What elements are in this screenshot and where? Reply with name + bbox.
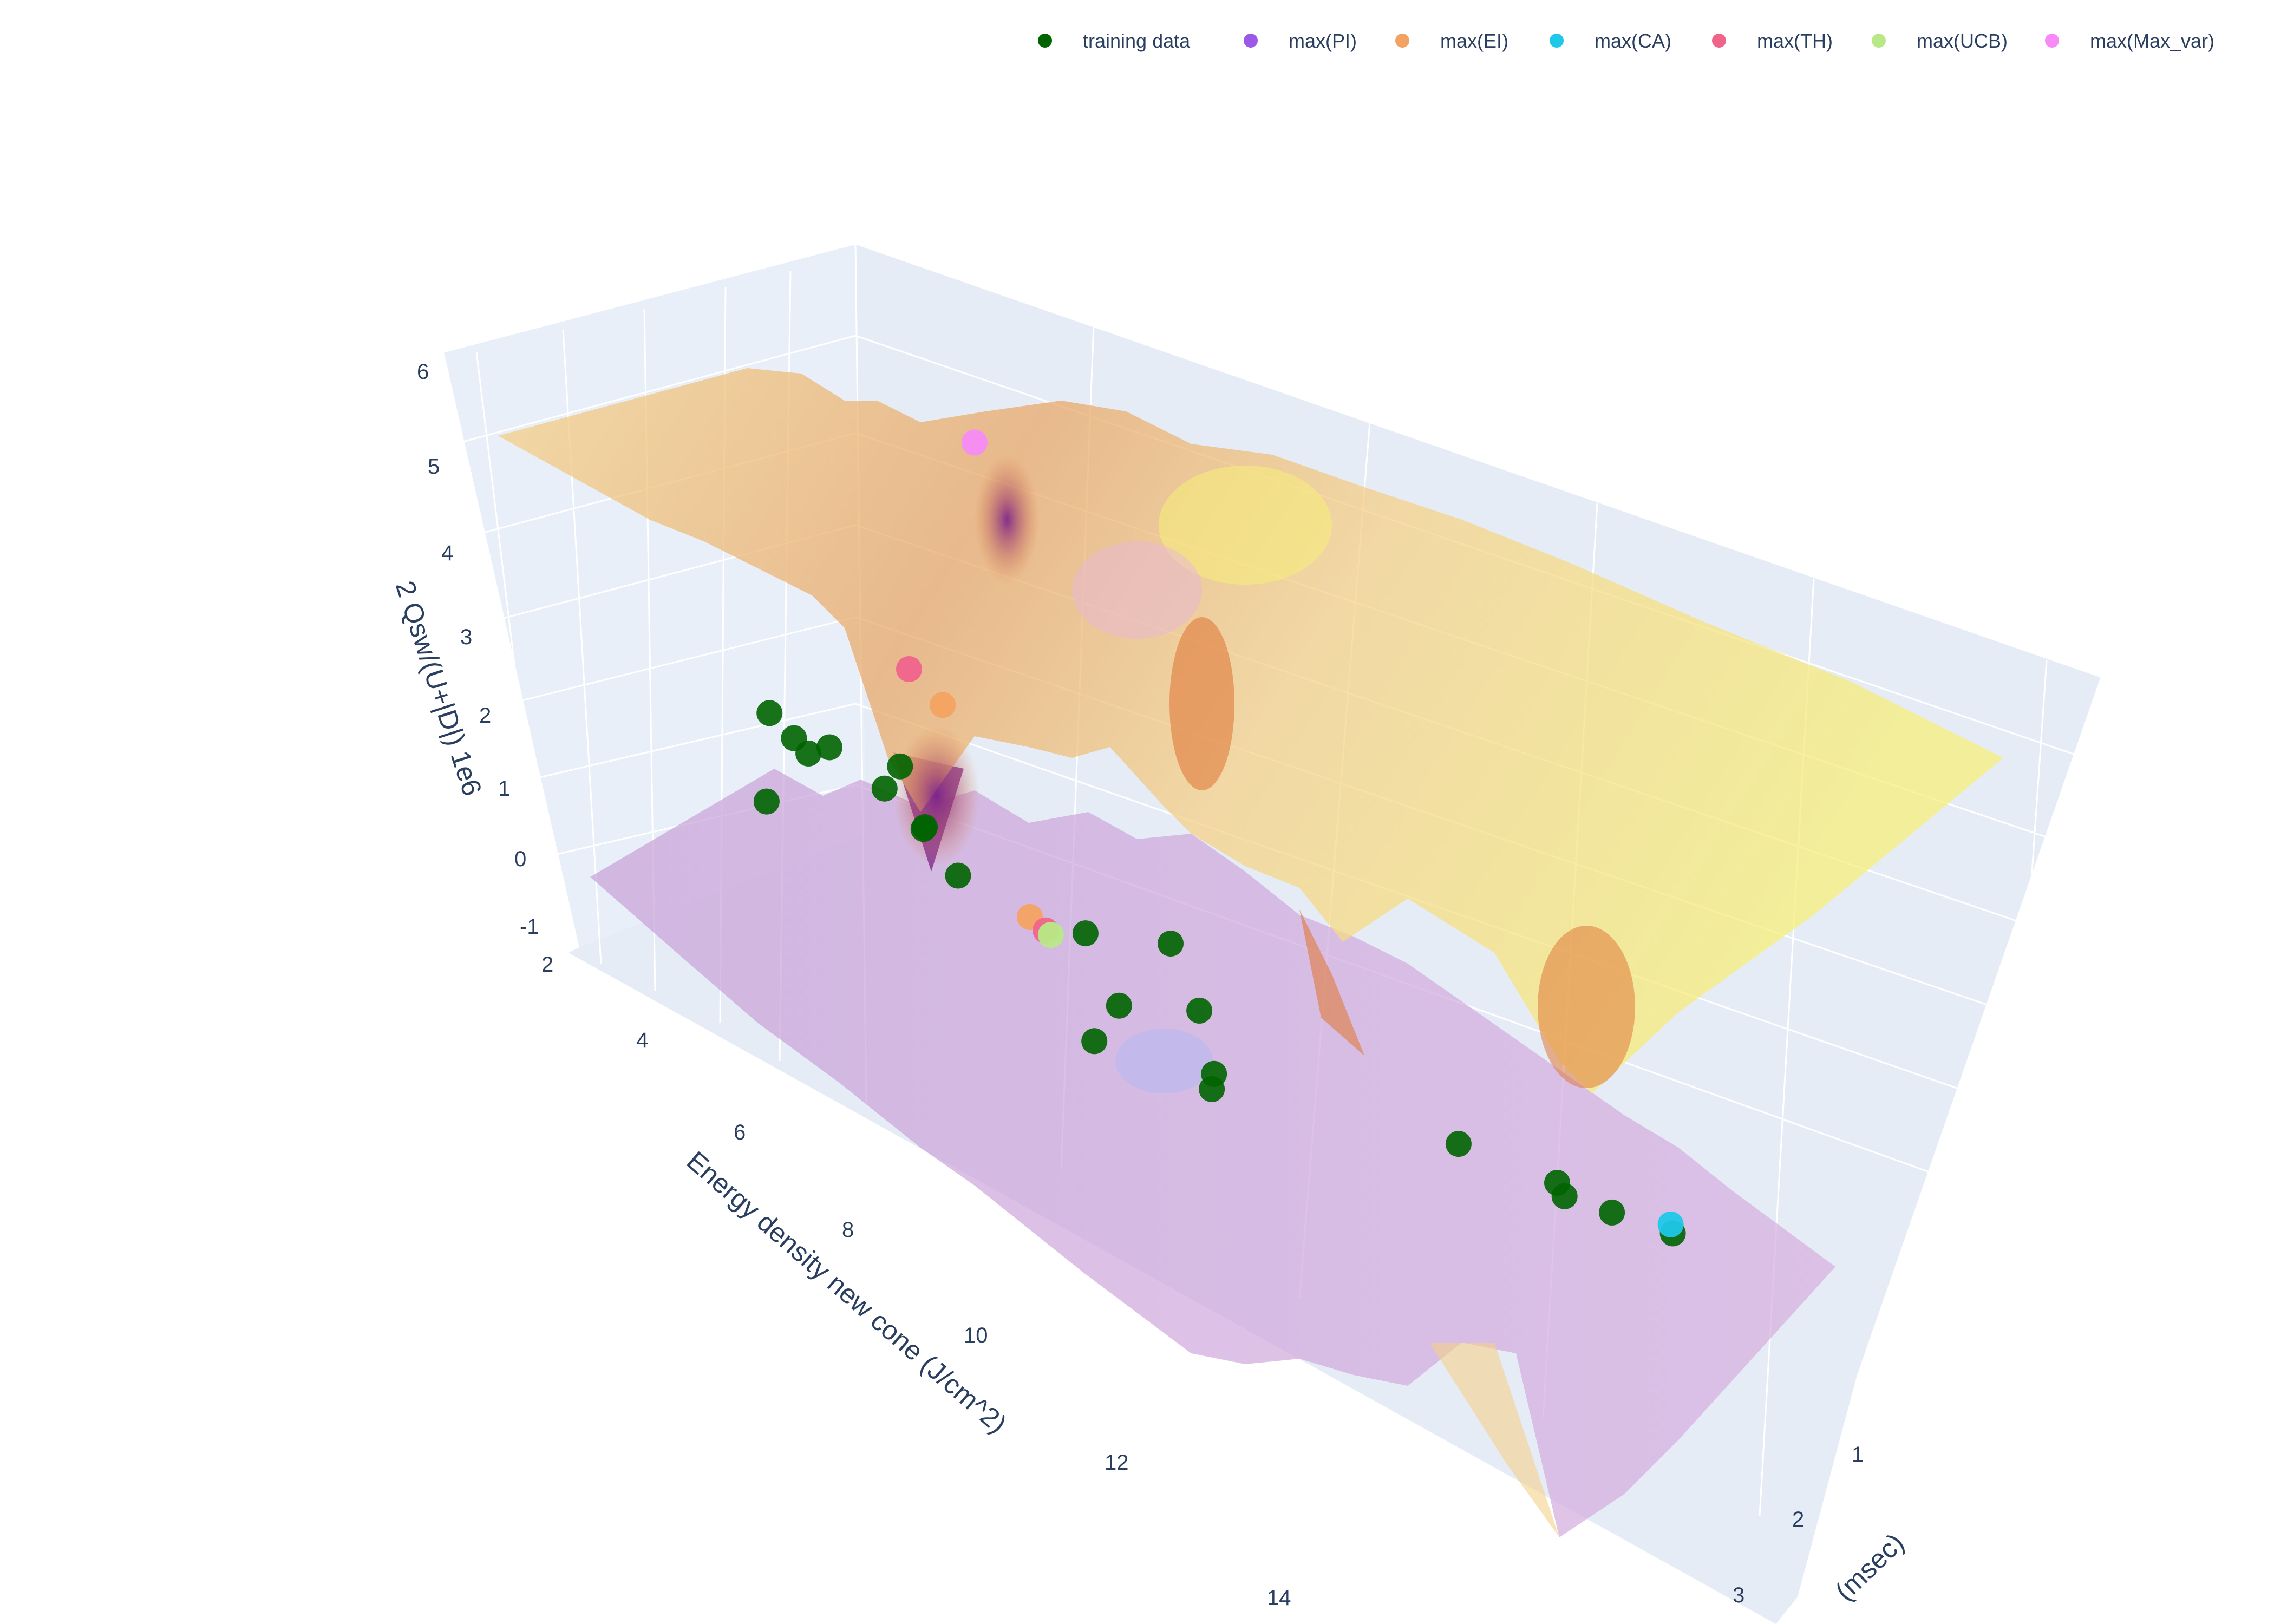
gridline: [475, 351, 548, 932]
legend-swatch: [1038, 34, 1052, 48]
lower-surface-body: [590, 769, 1835, 1537]
z-tick-label-0: 0: [514, 847, 526, 871]
gridline: [454, 335, 856, 445]
gridline: [508, 616, 856, 705]
gridline: [443, 243, 856, 353]
z-tick-label-5: 5: [428, 455, 440, 479]
upper-dip-5: [1072, 541, 1202, 639]
marker-training-data: [1445, 1131, 1472, 1157]
marker-training-data: [1072, 920, 1099, 947]
marker-training-data: [756, 700, 783, 726]
x-tick-label-6: 6: [734, 1121, 746, 1144]
y-axis-title: (msec): [1829, 1528, 1910, 1607]
marker-training-data: [1186, 997, 1213, 1024]
z-tick-label-3: 3: [460, 625, 472, 649]
upper-dip-3: [1169, 617, 1234, 790]
marker-training-data: [1201, 1060, 1227, 1087]
marker-training-data: [1158, 931, 1184, 957]
legend-swatch: [1395, 34, 1409, 48]
legend-item-max-ucb[interactable]: max(UCB): [1872, 30, 2008, 52]
z-tick-label-4: 4: [441, 541, 453, 565]
y-tick-label-1: 1: [1852, 1443, 1864, 1466]
z-axis-title: 2 Qsw/(U+|D|) 1e6: [390, 577, 488, 800]
y-tick-label-3: 3: [1733, 1583, 1744, 1607]
upper-dip-4: [1538, 926, 1635, 1088]
legend-label: max(TH): [1757, 30, 1833, 52]
x-tick-label-10: 10: [964, 1324, 988, 1347]
legend-label: max(UCB): [1917, 30, 2008, 52]
x-tick-label-8: 8: [842, 1218, 854, 1242]
legend-swatch: [1244, 34, 1258, 48]
legend-swatch: [2045, 34, 2059, 48]
y-tick-label-2: 2: [1792, 1508, 1804, 1531]
lower-dip: [1115, 1029, 1213, 1093]
gridline: [855, 243, 2101, 678]
legend-label: max(EI): [1440, 30, 1508, 52]
marker-max-ucb: [1037, 922, 1064, 948]
upper-dip-1: [893, 725, 980, 866]
marker-training-data: [1106, 992, 1132, 1019]
lower-spike-3: [1429, 1343, 1559, 1537]
marker-training-data: [945, 862, 971, 889]
upper-dip-2: [975, 455, 1040, 585]
data-markers: [753, 429, 1686, 1247]
marker-training-data: [871, 775, 898, 802]
marker-max-th: [896, 656, 922, 682]
marker-training-data: [1081, 1028, 1108, 1055]
x-tick-label-2: 2: [541, 953, 553, 977]
legend-item-max-pi[interactable]: max(PI): [1244, 30, 1357, 52]
x-tick-label-4: 4: [636, 1029, 648, 1052]
z-tick-label-2: 2: [479, 704, 491, 728]
marker-training-data: [816, 734, 842, 761]
upper-bump: [1159, 466, 1332, 585]
legend-item-max-max-var[interactable]: max(Max_var): [2045, 30, 2214, 52]
marker-training-data: [887, 753, 913, 780]
upper-surface: [498, 368, 2003, 1093]
x-tick-label-14: 14: [1267, 1586, 1291, 1610]
legend-item-max-th[interactable]: max(TH): [1712, 30, 1833, 52]
legend-item-max-ca[interactable]: max(CA): [1550, 30, 1671, 52]
marker-training-data: [912, 814, 938, 840]
z-tick-label-6: 6: [417, 360, 429, 384]
marker-max-max-var: [962, 429, 988, 456]
legend[interactable]: training data max(PI) max(EI) max(CA) max(TH…: [1038, 30, 2214, 52]
x-axis-title: Energy density new cone (J/cm^2): [681, 1145, 1012, 1439]
lower-spike-2: [1299, 909, 1364, 1056]
marker-training-data: [781, 725, 807, 751]
marker-training-data: [1599, 1199, 1625, 1226]
legend-label: max(Max_var): [2090, 30, 2214, 52]
legend-item-max-ei[interactable]: max(EI): [1395, 30, 1508, 52]
z-tick-label-1: 1: [498, 777, 510, 801]
legend-label: max(PI): [1289, 30, 1357, 52]
x-tick-label-12: 12: [1105, 1451, 1129, 1475]
z-tick-label-minus1: -1: [520, 915, 539, 939]
gridline: [1981, 660, 2048, 1603]
legend-label: max(CA): [1595, 30, 1671, 52]
legend-item-training-data[interactable]: training data: [1038, 30, 1191, 52]
marker-training-data: [753, 788, 780, 815]
marker-max-ca: [1657, 1211, 1684, 1237]
marker-max-ei: [930, 692, 956, 718]
legend-swatch: [1712, 34, 1726, 48]
gridline: [530, 703, 856, 781]
legend-swatch: [1550, 34, 1564, 48]
upper-surface-body: [498, 368, 2003, 1093]
legend-label: training data: [1083, 30, 1191, 52]
marker-training-data: [1551, 1183, 1578, 1209]
legend-swatch: [1872, 34, 1886, 48]
